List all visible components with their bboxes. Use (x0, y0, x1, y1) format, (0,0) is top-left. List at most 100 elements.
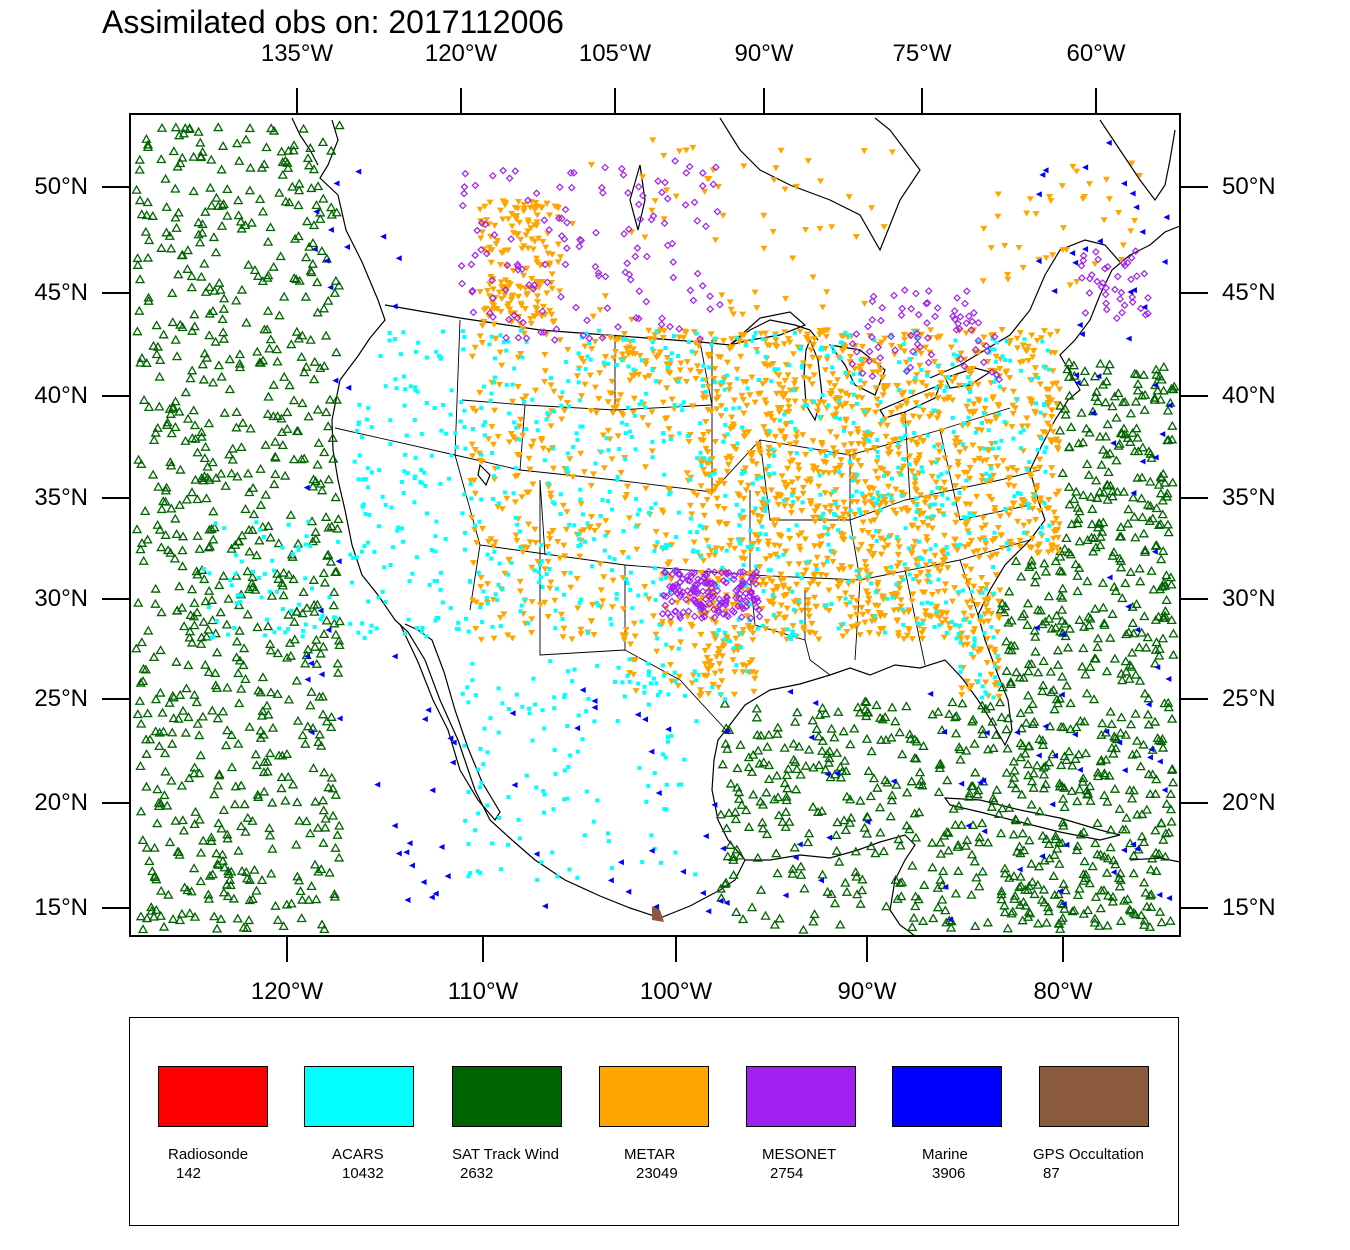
obs-marker-triangle-up (148, 340, 159, 350)
obs-marker-triangle-up (194, 543, 205, 553)
obs-marker-square (747, 602, 752, 607)
obs-marker-triangle-up (178, 128, 189, 138)
obs-marker-triangle-down (531, 207, 539, 214)
obs-marker-triangle-down (863, 447, 871, 454)
obs-marker-square (712, 471, 717, 476)
obs-marker-triangle-up (851, 871, 862, 881)
obs-marker-triangle-down (748, 458, 756, 465)
obs-marker-square (206, 605, 211, 610)
obs-marker-square (770, 593, 775, 598)
obs-marker-triangle-up (1105, 824, 1116, 834)
obs-marker-triangle-down (851, 343, 859, 350)
obs-marker-triangle-up (956, 819, 967, 829)
obs-marker-triangle-down (785, 586, 793, 593)
obs-marker-triangle-up (1008, 829, 1019, 839)
obs-marker-triangle-down (524, 217, 532, 224)
obs-marker-square (541, 789, 546, 794)
obs-marker-square (572, 667, 577, 672)
obs-marker-square (389, 505, 394, 510)
obs-marker-triangle-up (1038, 783, 1050, 793)
obs-marker-diamond (701, 571, 709, 579)
obs-marker-triangle-up (136, 718, 147, 728)
obs-marker-triangle-up (811, 724, 822, 733)
obs-marker-triangle-up (226, 866, 237, 876)
obs-marker-triangle-down (574, 605, 582, 612)
obs-marker-triangle-down (520, 272, 528, 279)
obs-marker-square (782, 412, 787, 417)
obs-marker-square (303, 576, 308, 581)
obs-marker-triangle-up (251, 550, 262, 560)
obs-marker-triangle-up (917, 916, 929, 925)
obs-marker-triangle-down (768, 578, 776, 585)
obs-marker-square (447, 476, 452, 481)
obs-marker-square (676, 379, 681, 384)
obs-marker-triangle-down (859, 611, 867, 618)
obs-marker-triangle-up (234, 358, 245, 368)
obs-marker-square (399, 480, 404, 485)
obs-marker-triangle-down (801, 536, 809, 543)
obs-marker-triangle-up (1097, 577, 1109, 587)
obs-marker-triangle-down (874, 369, 882, 376)
obs-marker-triangle-down (547, 579, 555, 586)
obs-marker-triangle-down (689, 672, 697, 679)
obs-marker-triangle-up (1074, 883, 1085, 893)
obs-marker-square (290, 552, 295, 557)
obs-marker-triangle-up (1156, 917, 1167, 927)
obs-marker-triangle-up (262, 409, 273, 418)
obs-marker-triangle-up (1144, 515, 1155, 525)
obs-marker-triangle-down (930, 561, 938, 568)
obs-marker-triangle-down (531, 526, 539, 533)
obs-marker-triangle-down (728, 336, 736, 343)
obs-marker-triangle-up (1141, 642, 1152, 652)
obs-marker-triangle-up (808, 916, 819, 926)
obs-marker-square (465, 685, 470, 690)
obs-marker-triangle-up (244, 185, 256, 195)
obs-marker-square (504, 382, 509, 387)
obs-marker-square (228, 578, 233, 583)
obs-marker-triangle-down (704, 488, 712, 495)
obs-marker-triangle-up (273, 538, 284, 548)
obs-marker-triangle-down (629, 346, 637, 353)
obs-marker-square (958, 542, 963, 547)
obs-marker-triangle-up (224, 354, 235, 364)
obs-marker-square (534, 785, 539, 790)
obs-marker-triangle-up (196, 271, 207, 281)
obs-marker-triangle-down (909, 522, 917, 529)
obs-marker-triangle-down (484, 313, 492, 320)
obs-marker-square (794, 451, 799, 456)
obs-marker-triangle-up (283, 771, 294, 781)
obs-marker-triangle-down (1048, 465, 1056, 472)
obs-marker-triangle-up (944, 709, 955, 718)
obs-marker-square (609, 507, 614, 512)
obs-marker-triangle-down (900, 389, 908, 396)
obs-marker-square (607, 555, 612, 560)
obs-marker-triangle-up (285, 650, 296, 660)
obs-marker-triangle-up (1167, 763, 1178, 773)
obs-marker-triangle-down (1053, 328, 1061, 335)
obs-marker-triangle-down (864, 529, 872, 536)
obs-marker-triangle-down (477, 583, 485, 590)
obs-marker-square (564, 466, 569, 471)
obs-marker-triangle-up (231, 636, 243, 646)
obs-marker-square (944, 600, 949, 605)
obs-marker-triangle-up (240, 826, 251, 836)
obs-marker-square (972, 636, 977, 641)
obs-marker-square (393, 337, 398, 342)
obs-marker-triangle-down (955, 382, 963, 389)
obs-marker-triangle-down (497, 279, 505, 286)
obs-marker-triangle-up (289, 634, 300, 644)
obs-marker-triangle-up (233, 668, 244, 678)
obs-marker-triangle-down (489, 441, 497, 448)
obs-marker-triangle-up (150, 694, 162, 704)
obs-marker-square (903, 526, 908, 531)
obs-marker-triangle-up (1118, 895, 1130, 905)
obs-marker-triangle-down (659, 399, 667, 406)
obs-marker-square (817, 473, 822, 478)
obs-marker-square (536, 570, 541, 575)
obs-marker-square (235, 593, 240, 598)
obs-marker-triangle-up (283, 569, 295, 579)
obs-marker-triangle-down (900, 413, 908, 420)
obs-marker-triangle-down (792, 183, 800, 190)
obs-marker-triangle-up (186, 886, 197, 896)
obs-marker-triangle-down (608, 456, 616, 463)
